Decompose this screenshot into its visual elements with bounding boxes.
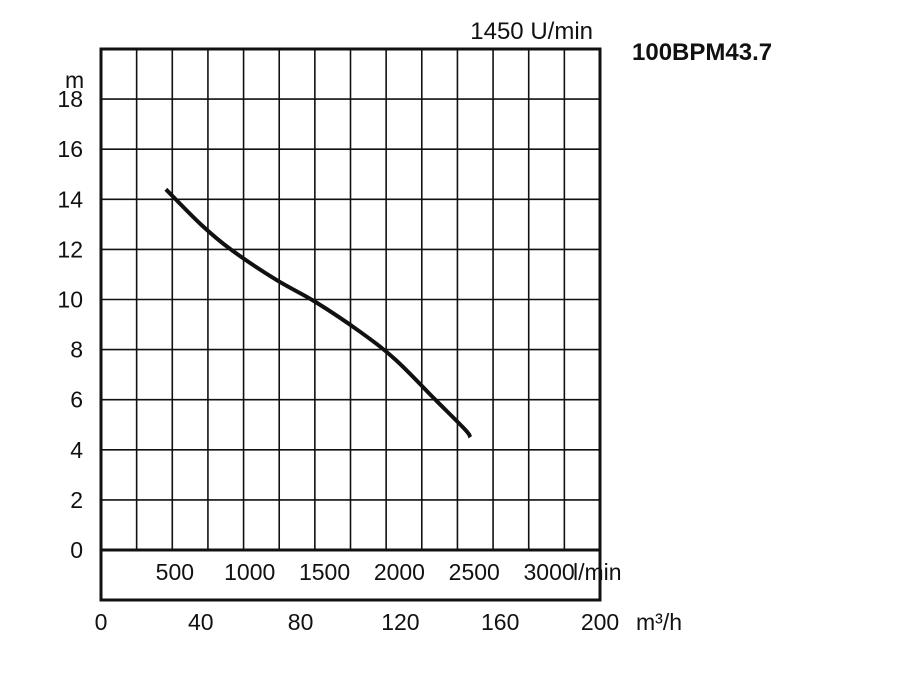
y-tick-label: 0 (70, 537, 83, 563)
x-tick-labels: 0 40 80 120 160 200 (95, 609, 620, 635)
speed-label: 1450 U/min (470, 18, 593, 45)
y-tick-labels: 0 2 4 6 8 10 12 14 16 18 (57, 86, 83, 563)
secondary-axis-frame (99, 548, 602, 602)
x-tick-label: 80 (288, 609, 314, 635)
grid-lines (101, 49, 600, 550)
secondary-tick-labels: 500 1000 1500 2000 2500 3000 (156, 559, 575, 585)
secondary-tick-label: 3000 (524, 559, 575, 585)
x-tick-label: 40 (188, 609, 214, 635)
x-tick-label: 0 (95, 609, 108, 635)
series-group (164, 187, 473, 439)
secondary-tick-label: 1500 (299, 559, 350, 585)
secondary-tick-label: 2000 (374, 559, 425, 585)
model-label: 100BPM43.7 (632, 39, 772, 66)
y-tick-label: 16 (57, 136, 83, 162)
secondary-axis-unit-label: l/min (573, 559, 622, 585)
x-tick-label: 120 (381, 609, 419, 635)
secondary-tick-label: 1000 (224, 559, 275, 585)
x-tick-label: 200 (581, 609, 619, 635)
x-axis-unit-label: m³/h (636, 609, 682, 635)
y-tick-label: 6 (70, 387, 83, 413)
y-tick-label: 14 (57, 186, 83, 212)
x-tick-label: 160 (481, 609, 519, 635)
secondary-tick-label: 2500 (449, 559, 500, 585)
y-tick-label: 4 (70, 437, 83, 463)
y-axis-unit-label: m (65, 67, 84, 93)
series-line (164, 187, 473, 439)
y-tick-label: 2 (70, 487, 83, 513)
y-tick-label: 8 (70, 337, 83, 363)
y-tick-label: 12 (57, 236, 83, 262)
secondary-tick-label: 500 (156, 559, 194, 585)
y-tick-label: 10 (57, 287, 83, 313)
y-tick-label: 18 (57, 86, 83, 112)
